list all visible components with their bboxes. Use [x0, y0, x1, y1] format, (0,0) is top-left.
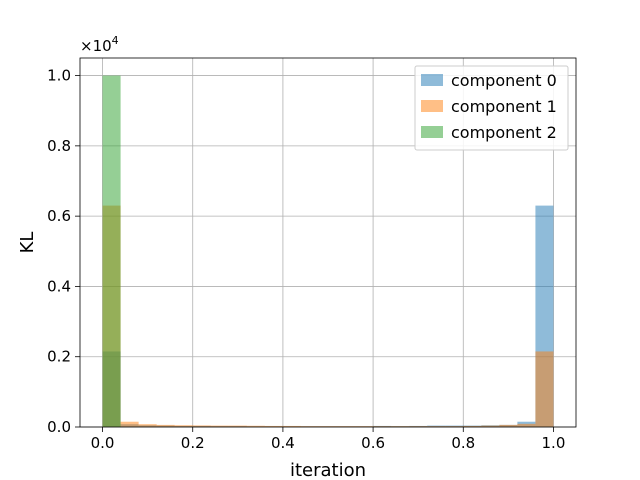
x-tick-label-5: 1.0	[542, 434, 566, 452]
bar-series-1-bin-19	[445, 426, 464, 427]
bar-series-1-bin-11	[300, 426, 319, 427]
bar-series-1-bin-7	[228, 425, 247, 427]
bar-series-1-bin-20	[463, 425, 482, 427]
bar-series-1-bin-2	[138, 424, 157, 427]
bar-series-1-bin-8	[246, 425, 265, 427]
bar-series-1-bin-12	[318, 426, 338, 427]
bar-series-1-bin-10	[282, 425, 301, 427]
bar-series-1-bin-13	[337, 426, 356, 427]
bar-series-1-bin-17	[409, 426, 428, 427]
bar-series-1-bin-16	[391, 426, 410, 427]
bar-series-1-bin-14	[355, 426, 374, 427]
legend-swatch-2	[421, 126, 443, 138]
y-axis-title: KL	[17, 232, 38, 254]
legend-box	[414, 65, 569, 151]
x-tick-label-4: 0.8	[451, 434, 475, 452]
bar-series-1-bin-9	[264, 425, 283, 427]
bar-series-1-bin-5	[192, 425, 211, 427]
bar-series-1-bin-24	[535, 351, 554, 427]
bar-series-1-bin-21	[481, 425, 500, 427]
legend-label-2: component 2	[451, 123, 557, 142]
axis-ticks: 0.0 0.2 0.4 0.6 0.8 1.0 0.0 0.2 0.4 0.6 0.8 1.0	[47, 67, 565, 452]
bar-series-1-bin-22	[499, 424, 518, 427]
x-axis-title: iteration	[290, 460, 366, 480]
bar-series-1-bin-6	[210, 425, 229, 427]
y-tick-label-5: 1.0	[47, 67, 71, 85]
legend-swatch-0	[421, 74, 443, 86]
x-tick-label-1: 0.2	[181, 434, 205, 452]
legend-swatch-1	[421, 100, 443, 112]
bar-series-1-bin-23	[517, 423, 536, 427]
bar-series-1-bin-15	[373, 426, 392, 427]
bar-series-1-bin-3	[156, 424, 175, 427]
series-1-bars	[102, 205, 554, 427]
legend: component 0 component 1 component 2	[414, 65, 569, 151]
x-tick-label-0: 0.0	[91, 434, 115, 452]
bar-series-1-bin-18	[427, 426, 446, 427]
histogram-bars	[102, 75, 554, 428]
y-tick-label-1: 0.2	[47, 348, 71, 366]
y-tick-label-4: 0.8	[47, 137, 71, 155]
legend-label-0: component 0	[451, 71, 557, 90]
x-tick-label-2: 0.4	[271, 434, 295, 452]
series-0-bars	[102, 205, 554, 427]
y-tick-label-2: 0.4	[47, 277, 71, 295]
y-tick-label-0: 0.0	[47, 418, 71, 436]
bar-series-1-bin-4	[174, 425, 193, 427]
bar-series-2-bin-0	[102, 75, 121, 428]
legend-label-1: component 1	[451, 97, 557, 116]
plot-frame	[79, 57, 577, 428]
y-tick-label-3: 0.6	[47, 207, 71, 225]
x-tick-label-3: 0.6	[361, 434, 385, 452]
bar-series-1-bin-1	[120, 421, 139, 427]
y-axis-offset-label: ×104	[80, 34, 119, 55]
